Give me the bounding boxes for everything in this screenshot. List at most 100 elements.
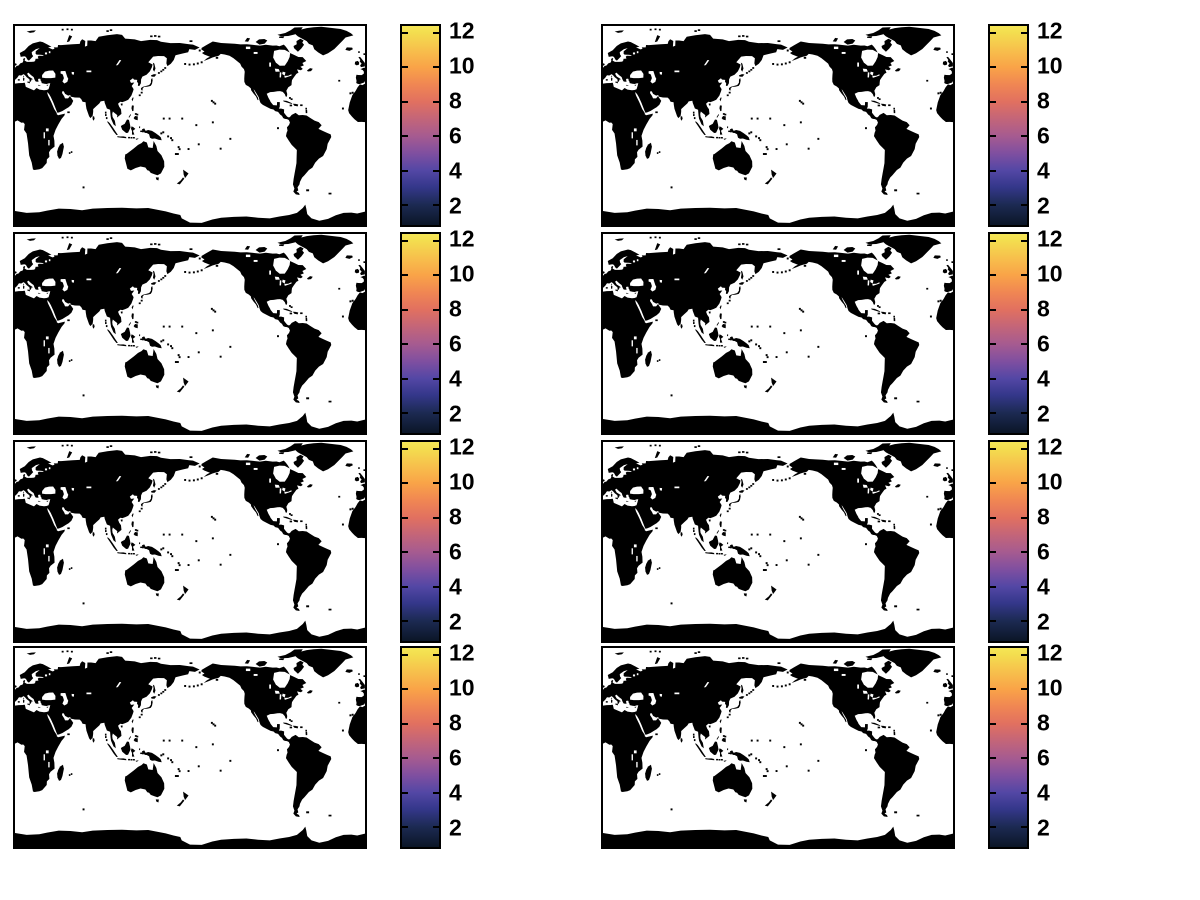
colorbar-tick-label: 4 [1037, 157, 1050, 184]
colorbar-tick-mark [433, 516, 439, 519]
colorbar-gradient [990, 26, 1027, 225]
subplot-r3c2: 12 10 8 6 4 2 [601, 435, 1101, 652]
colorbar-tick-label: 6 [1037, 538, 1050, 565]
colorbar-tick-label: 12 [449, 433, 475, 460]
colorbar-tick-mark [990, 66, 996, 69]
colorbar-tick-label: 12 [1037, 433, 1063, 460]
colorbar-gradient [402, 648, 439, 847]
colorbar [400, 24, 441, 227]
colorbar-tick-mark [402, 757, 408, 760]
colorbar-tick-mark [433, 653, 439, 656]
world-map-svg [15, 234, 365, 433]
colorbar-tick-mark [402, 825, 408, 828]
colorbar-tick-mark [433, 447, 439, 450]
colorbar-tick-mark [433, 551, 439, 554]
subplot-r2c2: 12 10 8 6 4 2 [601, 227, 1101, 444]
subplot-r4c2: 12 10 8 6 4 2 [601, 641, 1101, 858]
world-map-svg [15, 26, 365, 225]
colorbar-tick-label: 4 [1037, 573, 1050, 600]
colorbar-tick-label: 2 [449, 192, 462, 219]
colorbar-tick-mark [402, 516, 408, 519]
colorbar-tick-label: 10 [449, 52, 475, 79]
colorbar-tick-label: 6 [1037, 122, 1050, 149]
colorbar-tick-mark [990, 447, 996, 450]
colorbar-tick-mark [433, 482, 439, 485]
colorbar-tick-label: 4 [449, 365, 462, 392]
colorbar-tick-label: 2 [449, 608, 462, 635]
world-map [13, 24, 367, 227]
colorbar-tick-mark [402, 308, 408, 311]
colorbar-gradient [990, 648, 1027, 847]
colorbar-tick-label: 2 [449, 814, 462, 841]
colorbar-tick-mark [402, 203, 408, 206]
subplot-r4c1: 12 10 8 6 4 2 [13, 641, 513, 858]
colorbar-tick-mark [433, 31, 439, 34]
colorbar-tick-label: 6 [449, 538, 462, 565]
world-map-svg [603, 234, 953, 433]
colorbar-tick-mark [990, 239, 996, 242]
world-map [13, 646, 367, 849]
colorbar-tick-mark [1021, 66, 1027, 69]
colorbar-tick-mark [433, 377, 439, 380]
colorbar-tick-label: 6 [1037, 330, 1050, 357]
colorbar-tick-mark [1021, 377, 1027, 380]
colorbar-labels: 12 10 8 6 4 2 [449, 641, 511, 849]
colorbar-tick-label: 10 [1037, 260, 1063, 287]
colorbar-tick-label: 6 [449, 330, 462, 357]
colorbar-tick-label: 8 [1037, 87, 1050, 114]
colorbar [988, 440, 1029, 643]
colorbar-tick-mark [990, 31, 996, 34]
colorbar-tick-mark [1021, 825, 1027, 828]
colorbar-tick-mark [1021, 516, 1027, 519]
subplot-r3c1: 12 10 8 6 4 2 [13, 435, 513, 652]
colorbar-tick-mark [1021, 585, 1027, 588]
colorbar-gradient [402, 234, 439, 433]
colorbar-tick-mark [402, 411, 408, 414]
colorbar-tick-label: 4 [449, 779, 462, 806]
world-map [601, 440, 955, 643]
colorbar-tick-label: 12 [449, 225, 475, 252]
colorbar-tick-mark [990, 203, 996, 206]
colorbar-tick-mark [1021, 135, 1027, 138]
colorbar-tick-label: 10 [449, 674, 475, 701]
world-map-svg [15, 648, 365, 847]
colorbar-labels: 12 10 8 6 4 2 [449, 19, 511, 227]
colorbar-tick-label: 4 [449, 573, 462, 600]
colorbar-tick-mark [1021, 343, 1027, 346]
colorbar-tick-label: 8 [1037, 709, 1050, 736]
colorbar-tick-label: 4 [449, 157, 462, 184]
colorbar-tick-mark [433, 239, 439, 242]
colorbar-gradient [990, 234, 1027, 433]
colorbar-tick-mark [402, 66, 408, 69]
world-map-svg [603, 26, 953, 225]
colorbar-tick-mark [1021, 100, 1027, 103]
colorbar-tick-label: 12 [1037, 225, 1063, 252]
colorbar-tick-label: 2 [449, 400, 462, 427]
colorbar-tick-label: 8 [1037, 295, 1050, 322]
colorbar-tick-mark [990, 551, 996, 554]
colorbar-tick-mark [1021, 688, 1027, 691]
colorbar-tick-mark [990, 791, 996, 794]
colorbar-labels: 12 10 8 6 4 2 [1037, 641, 1099, 849]
colorbar-tick-label: 10 [1037, 468, 1063, 495]
colorbar-tick-mark [990, 274, 996, 277]
colorbar-tick-mark [433, 688, 439, 691]
colorbar-tick-label: 10 [1037, 674, 1063, 701]
colorbar-tick-mark [1021, 653, 1027, 656]
colorbar-tick-mark [433, 169, 439, 172]
colorbar-tick-label: 12 [449, 17, 475, 44]
colorbar-tick-mark [990, 343, 996, 346]
colorbar-tick-mark [402, 239, 408, 242]
colorbar-tick-mark [1021, 31, 1027, 34]
colorbar-tick-mark [1021, 482, 1027, 485]
colorbar-tick-mark [402, 585, 408, 588]
colorbar-tick-mark [990, 757, 996, 760]
colorbar-labels: 12 10 8 6 4 2 [449, 435, 511, 643]
colorbar [988, 232, 1029, 435]
colorbar [988, 646, 1029, 849]
colorbar-tick-mark [1021, 169, 1027, 172]
colorbar-tick-mark [402, 343, 408, 346]
colorbar-tick-mark [1021, 551, 1027, 554]
world-map [601, 232, 955, 435]
